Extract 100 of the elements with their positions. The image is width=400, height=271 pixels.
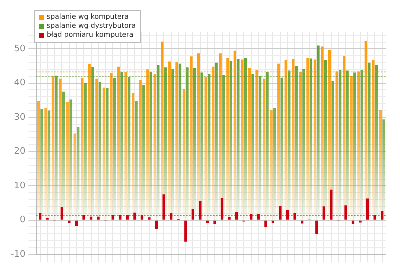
bar [48, 110, 51, 220]
y-tick-label: 40 [14, 78, 26, 89]
bar [81, 78, 84, 220]
bar [62, 92, 66, 220]
bar [215, 62, 218, 220]
bar [172, 69, 174, 220]
bar [208, 74, 211, 220]
bar [204, 77, 208, 220]
bar [306, 58, 310, 220]
bar [284, 60, 288, 220]
bar [321, 46, 324, 220]
bar [37, 102, 40, 220]
bar [68, 220, 71, 224]
bar [237, 59, 240, 220]
bar [324, 60, 328, 220]
bar [343, 56, 346, 220]
bar [368, 62, 371, 220]
bar [278, 64, 280, 220]
bar [248, 68, 252, 220]
bar [332, 80, 334, 220]
bar [241, 60, 244, 220]
bar [274, 108, 276, 220]
bar [301, 220, 304, 224]
bar [310, 58, 313, 220]
bar [55, 76, 58, 220]
bar [52, 76, 55, 220]
bar [200, 72, 204, 220]
bar [206, 220, 210, 224]
bar [59, 78, 62, 220]
bar [379, 110, 382, 220]
bar [244, 58, 248, 220]
bar [132, 93, 135, 220]
bar [336, 72, 338, 220]
bar [230, 61, 232, 220]
bar [302, 69, 306, 220]
bar [142, 85, 146, 220]
bar [354, 72, 356, 220]
bar [176, 62, 178, 220]
bar [270, 110, 273, 220]
bar [214, 220, 216, 224]
y-tick-label: 10 [14, 181, 26, 192]
bar [317, 46, 320, 220]
bar [44, 108, 48, 220]
bar [256, 70, 258, 220]
bar [135, 101, 138, 220]
bar [360, 70, 364, 220]
bar [372, 60, 375, 220]
bar [77, 127, 80, 220]
bar [197, 54, 200, 220]
bar [212, 66, 215, 220]
bar [98, 82, 102, 220]
bar [292, 59, 295, 220]
bar [70, 100, 72, 220]
bar [113, 78, 116, 220]
bar [157, 66, 160, 220]
bar [128, 78, 131, 220]
bar [117, 66, 120, 220]
y-tick-label: 0 [20, 216, 26, 226]
bar [74, 134, 76, 220]
bar [124, 72, 128, 220]
bar [299, 72, 302, 220]
bar [339, 70, 342, 220]
bar [358, 72, 360, 220]
bar [40, 109, 44, 220]
bar [258, 76, 262, 220]
bar [96, 78, 98, 220]
bar [186, 68, 189, 220]
bar [168, 62, 171, 220]
y-tick-label: 30 [14, 112, 26, 123]
bar [252, 74, 254, 220]
bar [266, 72, 269, 220]
bar [382, 120, 386, 220]
bar [120, 72, 124, 220]
bar [106, 88, 109, 220]
bar [288, 70, 291, 220]
bar [84, 83, 87, 220]
bar [226, 58, 230, 220]
bar [150, 72, 152, 220]
bar [295, 66, 298, 220]
bar [234, 50, 236, 220]
bar [375, 66, 378, 220]
y-tick-label: 50 [14, 44, 26, 54]
bar [154, 74, 156, 220]
bar [92, 67, 94, 220]
bar [346, 70, 349, 220]
bar [182, 90, 186, 220]
bar [264, 220, 268, 228]
bar [88, 64, 91, 220]
bar [139, 80, 142, 220]
bar [350, 76, 353, 220]
bar [316, 220, 318, 234]
bar [110, 73, 113, 220]
bar [219, 54, 222, 220]
bar [178, 64, 182, 220]
bar [75, 220, 78, 227]
bar [190, 56, 193, 220]
bar [161, 42, 164, 220]
bar [262, 78, 266, 220]
y-tick-label: 20 [14, 147, 26, 158]
bar [155, 220, 158, 230]
